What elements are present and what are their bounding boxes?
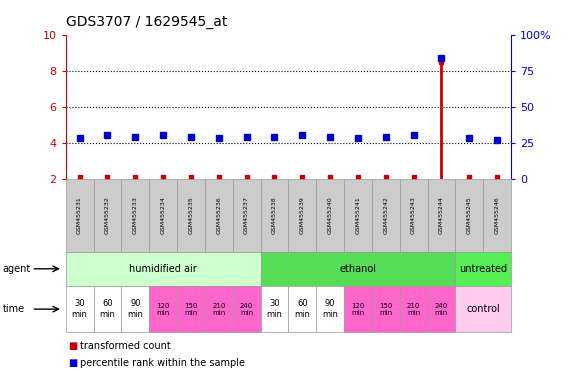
Text: GSM455238: GSM455238 bbox=[272, 196, 277, 234]
Text: GSM455237: GSM455237 bbox=[244, 196, 249, 234]
Text: 60
min: 60 min bbox=[294, 300, 310, 319]
Text: GSM455232: GSM455232 bbox=[105, 196, 110, 234]
Text: 90
min: 90 min bbox=[322, 300, 338, 319]
Text: GSM455242: GSM455242 bbox=[383, 196, 388, 234]
Text: ethanol: ethanol bbox=[339, 264, 376, 274]
Text: GSM455240: GSM455240 bbox=[328, 196, 333, 234]
Text: GSM455243: GSM455243 bbox=[411, 196, 416, 234]
Text: GSM455244: GSM455244 bbox=[439, 196, 444, 234]
Text: GSM455231: GSM455231 bbox=[77, 196, 82, 234]
Text: GSM455239: GSM455239 bbox=[300, 196, 305, 234]
Text: 120
min: 120 min bbox=[156, 303, 170, 316]
Text: 210
min: 210 min bbox=[212, 303, 226, 316]
Text: GSM455241: GSM455241 bbox=[355, 196, 360, 234]
Text: GSM455246: GSM455246 bbox=[494, 196, 500, 234]
Text: humidified air: humidified air bbox=[129, 264, 197, 274]
Text: GSM455236: GSM455236 bbox=[216, 196, 222, 234]
Text: 240
min: 240 min bbox=[240, 303, 253, 316]
Text: transformed count: transformed count bbox=[80, 341, 171, 351]
Text: 210
min: 210 min bbox=[407, 303, 420, 316]
Text: GSM455234: GSM455234 bbox=[160, 196, 166, 234]
Text: 240
min: 240 min bbox=[435, 303, 448, 316]
Text: control: control bbox=[467, 304, 500, 314]
Text: GDS3707 / 1629545_at: GDS3707 / 1629545_at bbox=[66, 15, 227, 29]
Text: ■: ■ bbox=[69, 358, 78, 368]
Text: 150
min: 150 min bbox=[379, 303, 392, 316]
Text: ■: ■ bbox=[69, 341, 78, 351]
Text: 150
min: 150 min bbox=[184, 303, 198, 316]
Text: 90
min: 90 min bbox=[127, 300, 143, 319]
Text: percentile rank within the sample: percentile rank within the sample bbox=[80, 358, 245, 368]
Text: agent: agent bbox=[3, 264, 31, 274]
Text: 30
min: 30 min bbox=[267, 300, 283, 319]
Text: GSM455245: GSM455245 bbox=[467, 196, 472, 234]
Text: 60
min: 60 min bbox=[99, 300, 115, 319]
Text: 120
min: 120 min bbox=[351, 303, 365, 316]
Text: time: time bbox=[3, 304, 25, 314]
Text: GSM455233: GSM455233 bbox=[132, 196, 138, 234]
Text: untreated: untreated bbox=[459, 264, 507, 274]
Text: 30
min: 30 min bbox=[71, 300, 87, 319]
Text: GSM455235: GSM455235 bbox=[188, 196, 194, 234]
